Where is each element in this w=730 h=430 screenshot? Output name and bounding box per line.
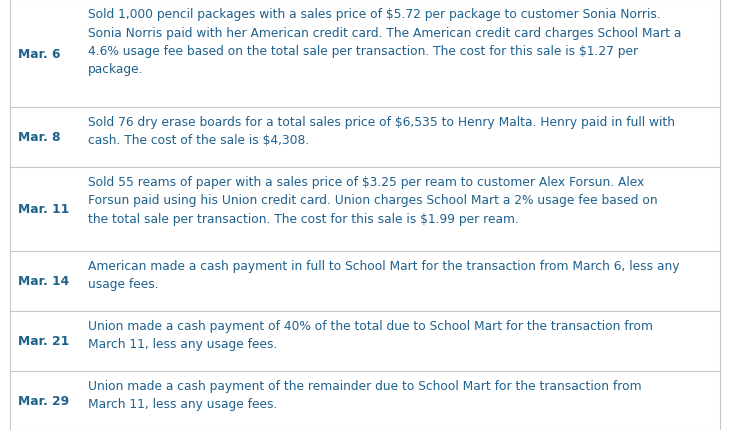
Text: Mar. 8: Mar. 8: [18, 131, 61, 144]
Text: Mar. 6: Mar. 6: [18, 47, 61, 60]
Text: American made a cash payment in full to School Mart for the transaction from Mar: American made a cash payment in full to …: [88, 259, 680, 291]
Text: Union made a cash payment of the remainder due to School Mart for the transactio: Union made a cash payment of the remaind…: [88, 379, 642, 411]
Text: Sold 76 dry erase boards for a total sales price of $6,535 to Henry Malta. Henry: Sold 76 dry erase boards for a total sal…: [88, 116, 675, 147]
Text: Sold 55 reams of paper with a sales price of $3.25 per ream to customer Alex For: Sold 55 reams of paper with a sales pric…: [88, 175, 658, 225]
Text: Mar. 29: Mar. 29: [18, 395, 69, 408]
Text: Sold 1,000 pencil packages with a sales price of $5.72 per package to customer S: Sold 1,000 pencil packages with a sales …: [88, 8, 681, 76]
Text: Union made a cash payment of 40% of the total due to School Mart for the transac: Union made a cash payment of 40% of the …: [88, 319, 653, 351]
Text: Mar. 21: Mar. 21: [18, 335, 69, 348]
Text: Mar. 11: Mar. 11: [18, 203, 69, 216]
Text: Mar. 14: Mar. 14: [18, 275, 69, 288]
